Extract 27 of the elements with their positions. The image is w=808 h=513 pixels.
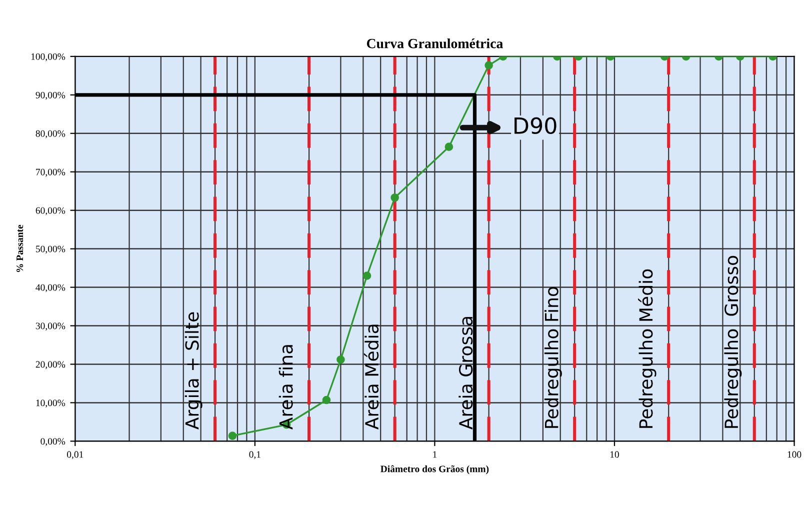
y-tick-label: 10,00% — [36, 400, 66, 408]
y-tick-label: 30,00% — [36, 322, 66, 331]
y-tick-label: 100,00% — [31, 53, 66, 62]
annotation: Areia fina — [278, 345, 293, 430]
annotation: Pedregulho Médio — [638, 269, 656, 428]
y-tick-label: 20,00% — [36, 361, 66, 370]
x-tick-label: 1 — [433, 451, 437, 458]
y-tick-label: 40,00% — [36, 284, 66, 292]
chart-title: Curva Granulométrica — [366, 38, 503, 48]
x-axis-title: Diâmetro dos Grãos (mm) — [380, 465, 489, 474]
annotation: Areia Grossa — [458, 317, 473, 430]
annotation: D90 — [514, 117, 556, 134]
annotation: Areia Média — [364, 324, 379, 430]
x-tick-label: 100 — [788, 451, 802, 458]
y-tick-label: 70,00% — [36, 168, 66, 177]
x-tick-label: 10 — [610, 451, 619, 458]
y-tick-label: 50,00% — [36, 246, 66, 254]
annotation: Pedregulho Fino — [544, 286, 562, 428]
annotation: Argila + Silte — [184, 312, 202, 430]
x-tick-label: 0,1 — [249, 451, 260, 460]
y-tick-label: 0,00% — [40, 438, 66, 446]
y-tick-label: 60,00% — [36, 207, 66, 216]
y-tick-label: 80,00% — [36, 130, 66, 138]
x-tick-label: 0,01 — [67, 451, 84, 460]
y-tick-label: 90,00% — [36, 92, 66, 100]
annotation: Pedregulho Grosso — [724, 256, 742, 428]
y-axis-title: % Passante — [16, 224, 24, 272]
